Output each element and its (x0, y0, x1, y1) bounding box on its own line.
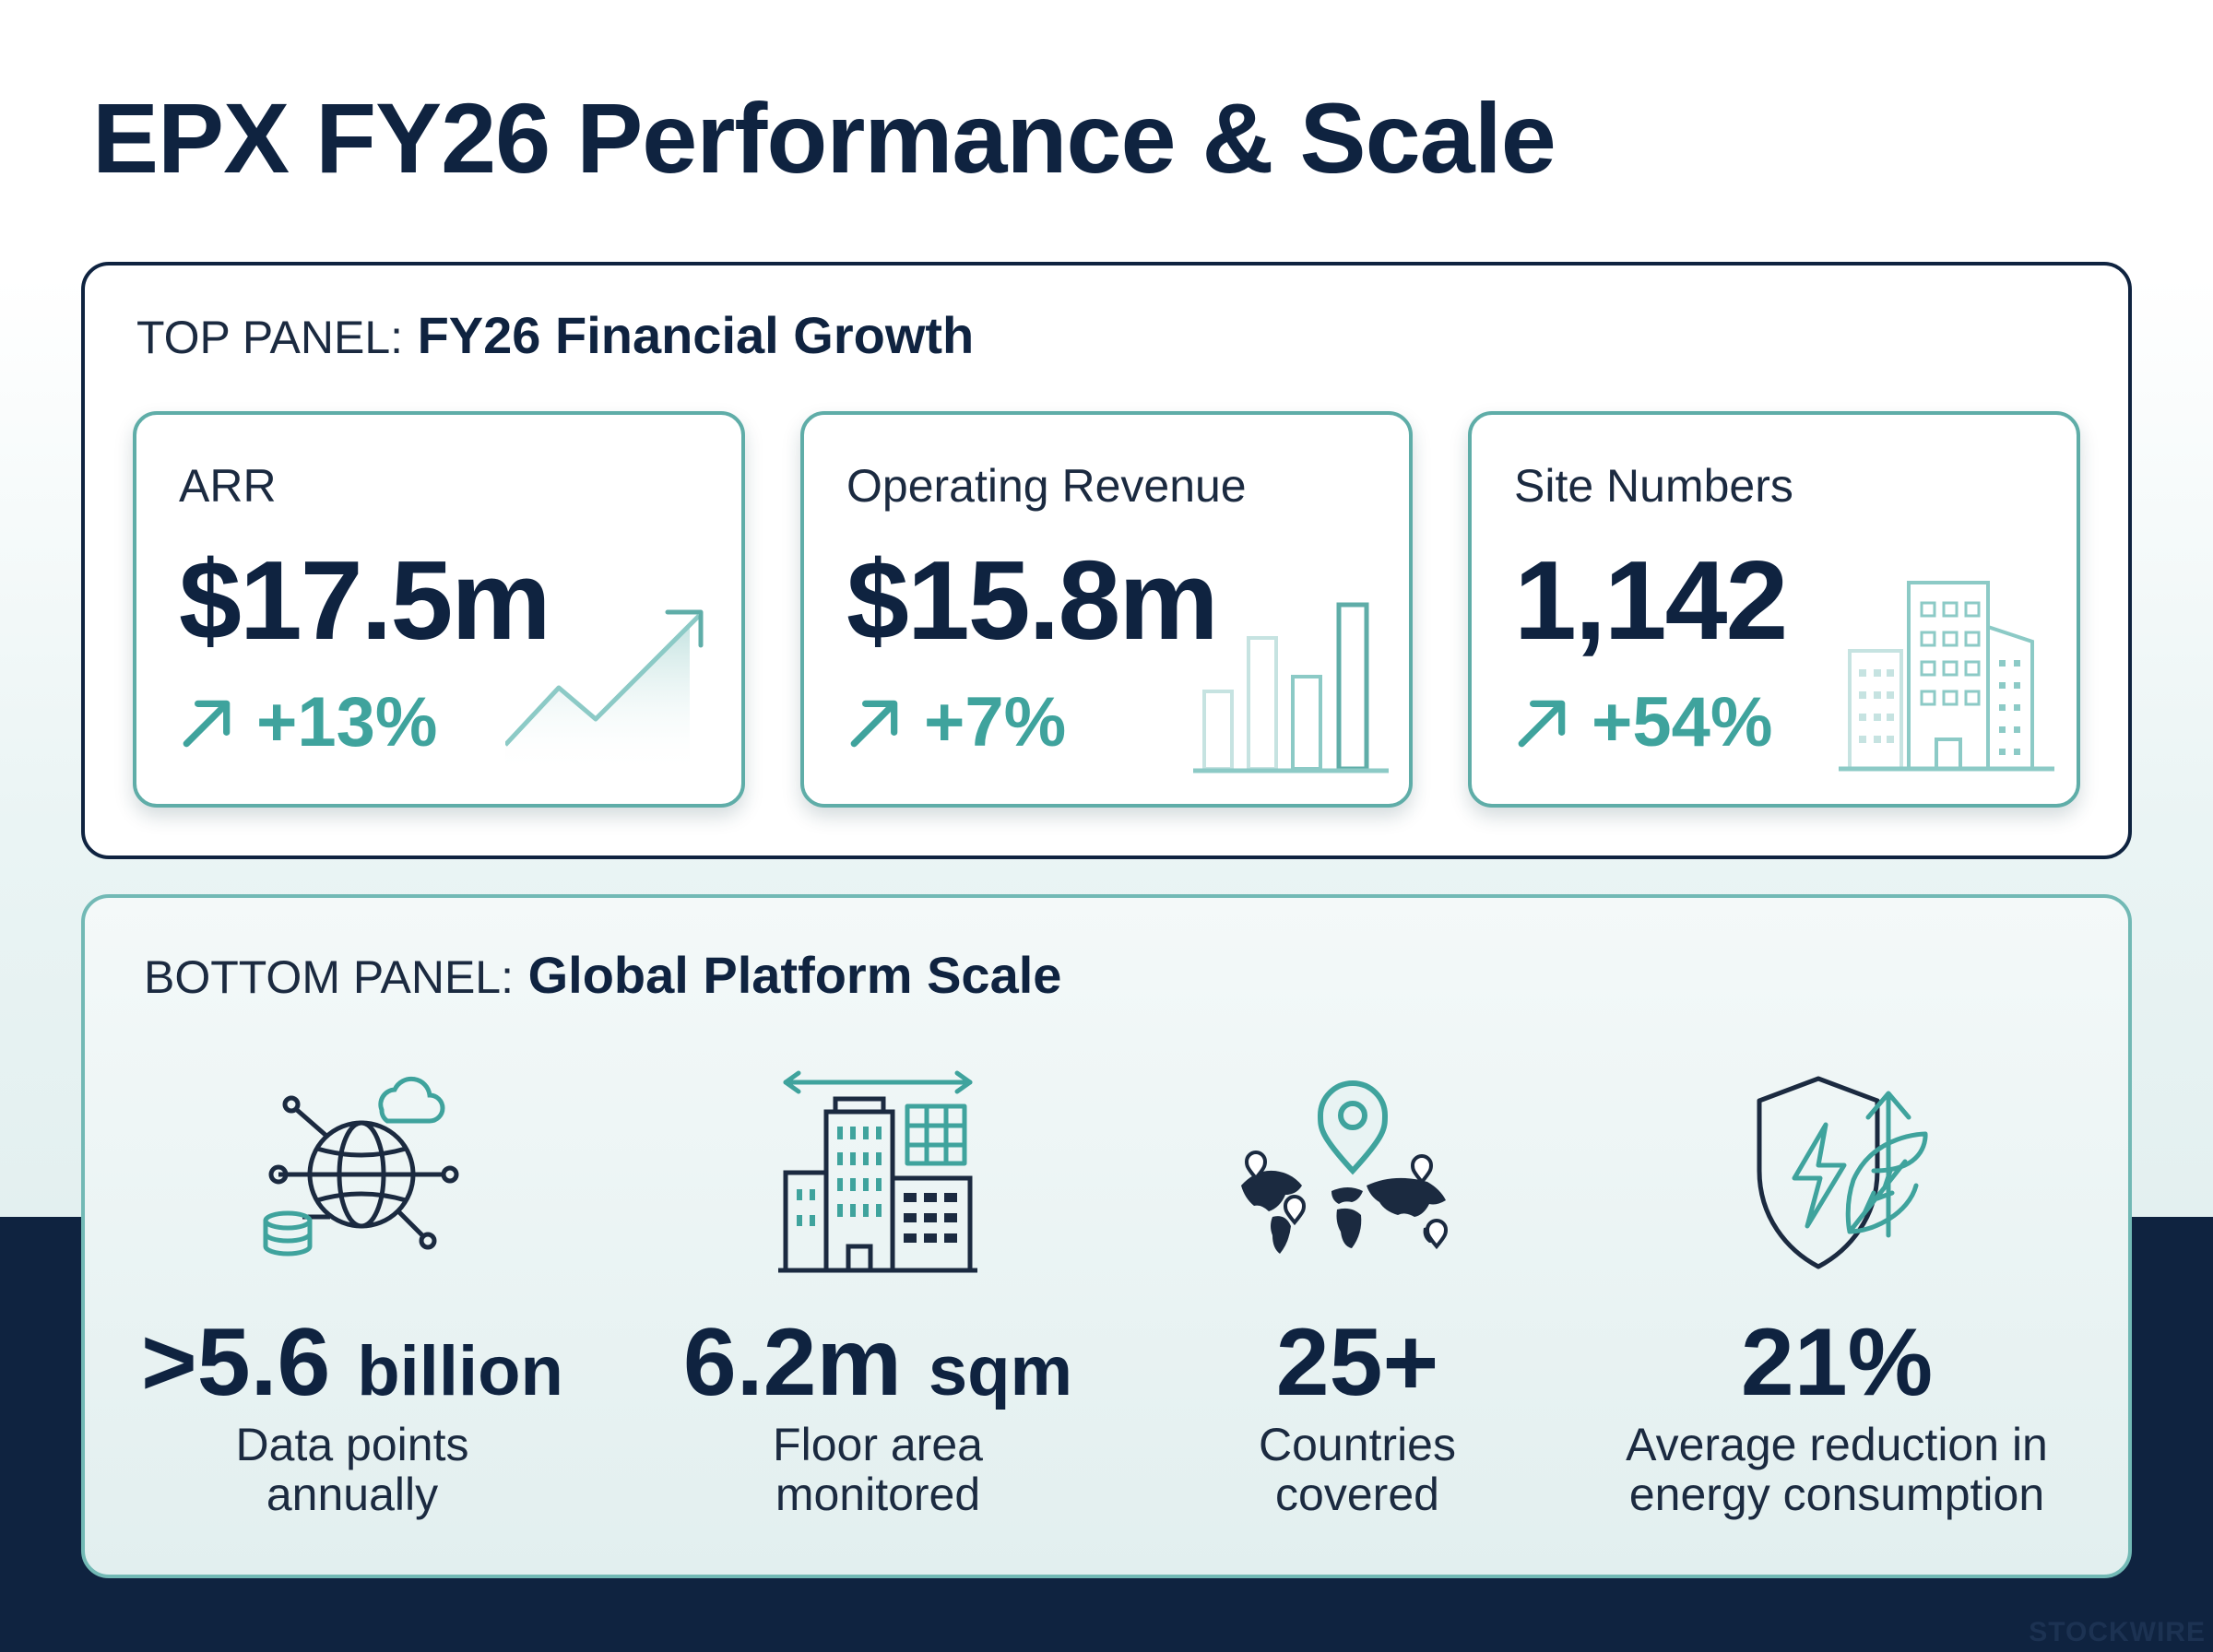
top-panel-heading: TOP PANEL: FY26 Financial Growth (136, 310, 974, 361)
financial-growth-panel: TOP PANEL: FY26 Financial Growth ARR $17… (81, 262, 2132, 859)
card-change-value: +54% (1592, 683, 1773, 761)
stat-desc-line1: Average reduction in (1626, 1419, 2048, 1470)
stat-desc-line2: energy consumption (1628, 1469, 2045, 1520)
buildings-icon (1839, 581, 2054, 772)
data-points-stat: >5.6 billion Data points annually (122, 898, 583, 1582)
site-numbers-card: Site Numbers 1,142 +54% (1468, 411, 2080, 808)
global-data-network-icon (263, 1076, 459, 1257)
stat-number: >5.6 (141, 1309, 331, 1416)
bar-chart-icon (1193, 602, 1389, 773)
top-panel-title: FY26 Financial Growth (417, 306, 975, 364)
floor-area-building-icon (778, 1070, 977, 1273)
card-change: +13% (179, 688, 438, 758)
stat-desc-line2: covered (1275, 1469, 1439, 1520)
platform-scale-panel: BOTTOM PANEL: Global Platform Scale (81, 894, 2132, 1578)
stat-desc-line2: monitored (775, 1469, 981, 1520)
stat-value: 6.2m sqm (657, 1315, 1099, 1410)
stat-desc-line2: annually (266, 1469, 439, 1520)
stat-desc-line1: Countries (1259, 1419, 1456, 1470)
operating-revenue-card: Operating Revenue $15.8m +7% (800, 411, 1413, 808)
watermark: STOCKWIRE (2029, 1617, 2206, 1647)
card-change-value: +13% (256, 683, 438, 761)
page-title: EPX FY26 Performance & Scale (92, 82, 1556, 194)
stat-unit: billion (357, 1332, 563, 1410)
trend-up-chart-icon (505, 609, 704, 774)
arr-card: ARR $17.5m +13% (133, 411, 745, 808)
arrow-up-right-icon (850, 700, 898, 748)
stat-value: 21% (1597, 1315, 2077, 1410)
stat-desc-line1: Data points (235, 1419, 469, 1470)
bottom-panel-prefix: BOTTOM PANEL: (144, 951, 515, 1003)
card-label: Operating Revenue (846, 460, 1247, 512)
stat-number: 25+ (1275, 1309, 1439, 1416)
stat-description: Floor area monitored (657, 1420, 1099, 1519)
stat-description: Data points annually (122, 1420, 583, 1519)
energy-reduction-stat: 21% Average reduction in energy consumpt… (1597, 898, 2077, 1582)
stat-unit: sqm (928, 1332, 1073, 1410)
card-label: ARR (179, 460, 277, 512)
arrow-up-right-icon (183, 700, 231, 748)
top-panel-prefix: TOP PANEL: (136, 312, 404, 363)
card-value: $17.5m (179, 537, 551, 663)
arrow-up-right-icon (1518, 700, 1566, 748)
card-label: Site Numbers (1514, 460, 1793, 512)
card-change-value: +7% (924, 683, 1067, 761)
floor-area-stat: 6.2m sqm Floor area monitored (657, 898, 1099, 1582)
card-value: 1,142 (1514, 537, 1788, 663)
stat-description: Average reduction in energy consumption (1597, 1420, 2077, 1519)
energy-shield-leaf-icon (1757, 1076, 1928, 1269)
stat-value: 25+ (1173, 1315, 1542, 1410)
bottom-panel-title: Global Platform Scale (527, 946, 1062, 1004)
stat-value: >5.6 billion (122, 1315, 583, 1410)
card-value: $15.8m (846, 537, 1219, 663)
stat-desc-line1: Floor area (773, 1419, 983, 1470)
stat-description: Countries covered (1173, 1420, 1542, 1519)
stat-number: 21% (1740, 1309, 1934, 1416)
world-map-pins-icon (1241, 1080, 1449, 1254)
card-change: +7% (846, 688, 1066, 758)
bottom-panel-heading: BOTTOM PANEL: Global Platform Scale (144, 950, 1061, 1001)
card-change: +54% (1514, 688, 1773, 758)
stat-number: 6.2m (682, 1309, 902, 1416)
countries-stat: 25+ Countries covered (1173, 898, 1542, 1582)
